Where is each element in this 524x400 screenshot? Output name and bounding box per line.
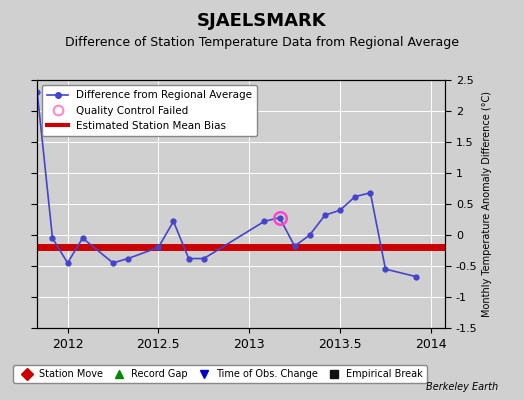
Legend: Station Move, Record Gap, Time of Obs. Change, Empirical Break: Station Move, Record Gap, Time of Obs. C…: [13, 365, 427, 383]
Text: SJAELSMARK: SJAELSMARK: [197, 12, 327, 30]
Text: Berkeley Earth: Berkeley Earth: [425, 382, 498, 392]
Text: Difference of Station Temperature Data from Regional Average: Difference of Station Temperature Data f…: [65, 36, 459, 49]
Y-axis label: Monthly Temperature Anomaly Difference (°C): Monthly Temperature Anomaly Difference (…: [482, 91, 492, 317]
